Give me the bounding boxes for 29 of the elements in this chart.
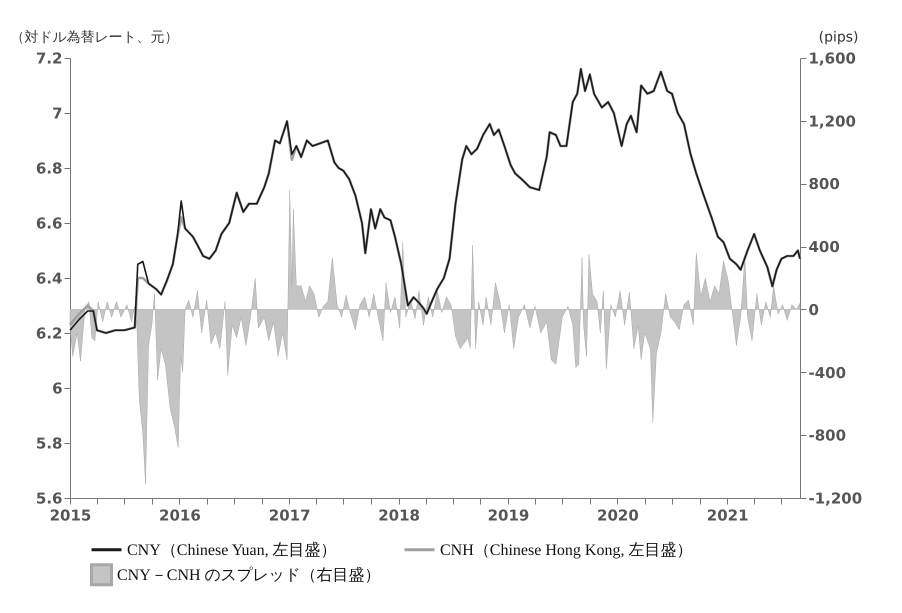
y2-tick-label: 0	[808, 300, 819, 319]
y2-axis-title: (pips)	[818, 30, 858, 46]
y-tick-label: 6	[52, 380, 62, 398]
y-axis-title: （対ドル為替レート、元）	[10, 30, 178, 46]
y-tick-label: 6.4	[36, 270, 62, 288]
legend-label: CNY（Chinese Yuan, 左目盛）	[127, 540, 337, 559]
y2-tick-label: 1,200	[808, 112, 856, 130]
x-tick-label: 2019	[488, 506, 530, 524]
y-tick-label: 5.8	[36, 434, 62, 452]
y2-tick-label: 800	[808, 175, 840, 194]
x-tick-label: 2020	[597, 506, 639, 524]
legend-label: CNY－CNH のスプレッド（右目盛）	[117, 566, 381, 584]
y2-tick-label: 400	[808, 238, 840, 256]
x-tick-label: 2016	[159, 506, 201, 524]
y2-tick-label: -1,200	[808, 490, 862, 508]
y-tick-label: 6.8	[36, 160, 62, 178]
x-tick-label: 2021	[706, 506, 749, 524]
y-tick-label: 6.6	[36, 214, 62, 232]
y-tick-label: 5.6	[36, 490, 62, 508]
y-tick-label: 7	[52, 104, 62, 122]
x-tick-label: 2015	[50, 506, 92, 524]
y-tick-label: 6.2	[36, 324, 62, 342]
y-tick-label: 7.2	[36, 50, 62, 68]
y2-tick-label: -400	[808, 364, 846, 382]
y2-tick-label: -800	[808, 426, 846, 445]
x-tick-label: 2018	[378, 506, 420, 524]
x-tick-label: 2017	[268, 506, 311, 524]
y2-tick-label: 1,600	[808, 50, 856, 68]
legend-label: CNH（Chinese Hong Kong, 左目盛）	[440, 540, 692, 559]
